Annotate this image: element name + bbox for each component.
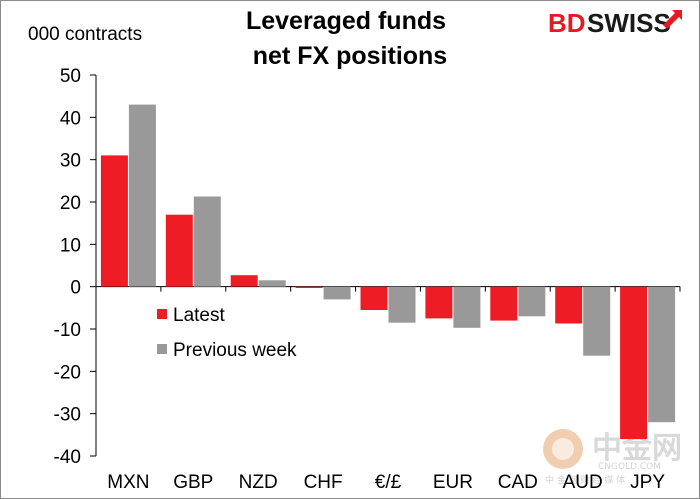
bars: [100, 104, 676, 440]
chart-title-line-2: net FX positions: [253, 42, 447, 70]
legend-label: Previous week: [173, 340, 297, 361]
x-category-label: CAD: [498, 472, 538, 493]
watermark-subtext: CNGOLD.COM: [598, 462, 661, 472]
bar-previous-week: [128, 104, 156, 287]
axes: [90, 74, 681, 457]
bar-latest: [360, 286, 388, 310]
legend-swatch: [157, 344, 167, 354]
bar-latest: [555, 286, 583, 324]
x-category-label: €/£: [375, 472, 402, 493]
y-tick-label: 40: [60, 108, 81, 129]
bar-previous-week: [258, 280, 286, 287]
logo-bd-text: BD: [548, 8, 586, 38]
bar-previous-week: [583, 286, 611, 356]
logo-swiss-text: SWISS: [587, 8, 671, 38]
legend: Latest Previous week: [157, 305, 297, 361]
bar-latest: [165, 214, 193, 287]
bar-previous-week: [323, 286, 351, 300]
x-category-label: NZD: [239, 472, 278, 493]
y-tick-label: -10: [54, 320, 81, 341]
red-arrow-icon: [663, 10, 682, 29]
labels: 50 40 30 20 10 0 -10 -20 -30 -40 MXN GBP NZD CHF €/£ EU…: [54, 66, 666, 493]
bar-latest: [490, 286, 518, 321]
bar-latest: [425, 286, 453, 319]
bar-previous-week: [388, 286, 416, 323]
x-category-label: CHF: [304, 472, 343, 493]
legend-label: Latest: [173, 305, 225, 326]
y-tick-label: 20: [60, 193, 81, 214]
bar-latest: [230, 275, 258, 287]
y-tick-label: 50: [60, 66, 81, 87]
x-category-label: GBP: [173, 472, 213, 493]
y-tick-label: 0: [70, 278, 81, 299]
y-tick-label: -40: [54, 447, 81, 468]
chart-title-line-1: Leveraged funds: [246, 7, 446, 35]
y-tick-label: 10: [60, 235, 81, 256]
bar-latest: [620, 286, 648, 440]
bar-latest: [100, 155, 128, 287]
y-axis-unit-label: 000 contracts: [28, 24, 142, 45]
x-category-label: EUR: [433, 472, 473, 493]
bar-previous-week: [648, 286, 676, 423]
y-tick-label: 30: [60, 151, 81, 172]
y-tick-label: -30: [54, 405, 81, 426]
x-category-label: MXN: [107, 472, 149, 493]
watermark-subtext-2: 中 金 网 财 经 媒 体: [545, 474, 625, 486]
y-tick-label: -20: [54, 362, 81, 383]
bar-latest: [295, 286, 323, 288]
brand-logo: BD SWISS: [548, 8, 682, 38]
x-category-label: JPY: [630, 472, 665, 493]
bar-previous-week: [193, 196, 221, 287]
bar-previous-week: [518, 286, 546, 317]
x-category-label: AUD: [563, 472, 603, 493]
legend-swatch: [157, 309, 167, 319]
bar-previous-week: [453, 286, 481, 328]
